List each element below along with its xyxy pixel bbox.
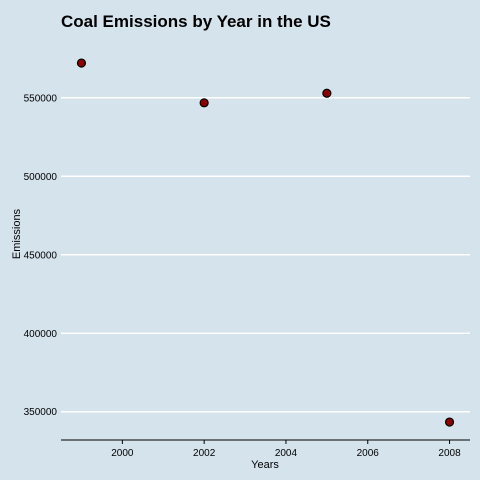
gridlines bbox=[61, 97, 470, 413]
x-tick-label: 2002 bbox=[193, 448, 216, 459]
data-point bbox=[199, 98, 209, 108]
x-axis-label: Years bbox=[251, 459, 279, 471]
data-point bbox=[322, 88, 332, 98]
x-tick-label: 2008 bbox=[438, 448, 461, 459]
data-points bbox=[76, 58, 455, 427]
x-tick-labels: 2000 2002 2004 2006 2008 bbox=[111, 448, 461, 459]
chart-title: Coal Emissions by Year in the US bbox=[61, 12, 331, 31]
y-axis-label: Emissions bbox=[11, 208, 23, 259]
x-tick-label: 2004 bbox=[275, 448, 298, 459]
data-point bbox=[76, 58, 87, 68]
y-tick-labels: 350000 400000 450000 500000 550000 bbox=[24, 93, 58, 418]
y-tick-label: 350000 bbox=[24, 407, 58, 418]
y-tick-label: 500000 bbox=[24, 172, 58, 183]
y-tick-label: 450000 bbox=[24, 250, 58, 261]
x-tick-label: 2000 bbox=[111, 448, 134, 459]
axes bbox=[61, 439, 470, 444]
data-point bbox=[444, 417, 455, 427]
x-tick-label: 2006 bbox=[357, 448, 380, 459]
y-tick-label: 550000 bbox=[24, 93, 58, 104]
y-tick-label: 400000 bbox=[24, 329, 58, 340]
